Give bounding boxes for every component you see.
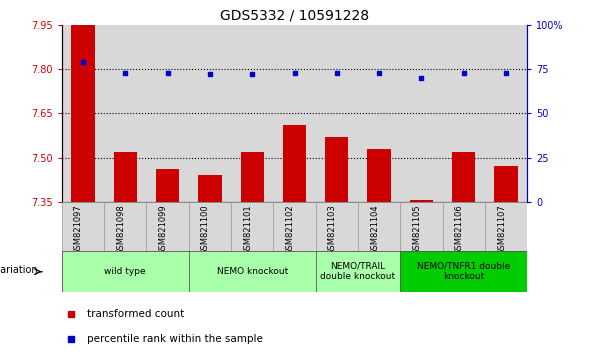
Text: NEMO knockout: NEMO knockout	[217, 267, 288, 276]
FancyBboxPatch shape	[62, 202, 104, 251]
Text: GSM821104: GSM821104	[370, 204, 379, 255]
Text: transformed count: transformed count	[87, 309, 185, 319]
FancyBboxPatch shape	[316, 251, 401, 292]
Bar	[410, 200, 433, 202]
Bar	[316, 25, 358, 202]
Bar	[325, 137, 349, 202]
Bar	[231, 25, 273, 202]
Text: GSM821097: GSM821097	[74, 204, 83, 255]
Text: GSM821099: GSM821099	[158, 204, 168, 255]
FancyBboxPatch shape	[401, 202, 442, 251]
Text: GSM821106: GSM821106	[455, 204, 464, 255]
Bar	[442, 25, 485, 202]
FancyBboxPatch shape	[231, 202, 273, 251]
Bar	[188, 25, 231, 202]
Bar	[104, 25, 147, 202]
FancyBboxPatch shape	[62, 251, 188, 292]
FancyBboxPatch shape	[316, 202, 358, 251]
Bar	[273, 25, 316, 202]
Text: wild type: wild type	[104, 267, 146, 276]
FancyBboxPatch shape	[188, 251, 316, 292]
Bar	[62, 25, 104, 202]
Text: GSM821105: GSM821105	[412, 204, 421, 255]
Title: GDS5332 / 10591228: GDS5332 / 10591228	[220, 8, 369, 22]
Bar	[485, 25, 527, 202]
Text: genotype/variation: genotype/variation	[0, 265, 38, 275]
Text: percentile rank within the sample: percentile rank within the sample	[87, 333, 263, 343]
Text: GSM821103: GSM821103	[328, 204, 337, 255]
Bar	[71, 25, 95, 202]
Bar	[147, 25, 188, 202]
FancyBboxPatch shape	[401, 251, 527, 292]
FancyBboxPatch shape	[485, 202, 527, 251]
Text: GSM821100: GSM821100	[201, 204, 210, 255]
Bar	[283, 125, 306, 202]
Bar	[401, 25, 442, 202]
Bar	[114, 152, 137, 202]
FancyBboxPatch shape	[442, 202, 485, 251]
Bar	[368, 149, 391, 202]
Text: GSM821101: GSM821101	[243, 204, 252, 255]
FancyBboxPatch shape	[273, 202, 316, 251]
Text: GSM821102: GSM821102	[286, 204, 294, 255]
Bar	[452, 152, 475, 202]
FancyBboxPatch shape	[104, 202, 147, 251]
Text: NEMO/TRAIL
double knockout: NEMO/TRAIL double knockout	[320, 262, 396, 281]
Bar	[494, 166, 518, 202]
Bar	[156, 169, 179, 202]
Text: GSM821098: GSM821098	[116, 204, 125, 255]
Text: GSM821107: GSM821107	[497, 204, 506, 255]
FancyBboxPatch shape	[358, 202, 401, 251]
FancyBboxPatch shape	[147, 202, 188, 251]
Bar	[198, 175, 221, 202]
Bar	[240, 152, 264, 202]
Text: NEMO/TNFR1 double
knockout: NEMO/TNFR1 double knockout	[417, 262, 510, 281]
Bar	[358, 25, 401, 202]
FancyBboxPatch shape	[188, 202, 231, 251]
